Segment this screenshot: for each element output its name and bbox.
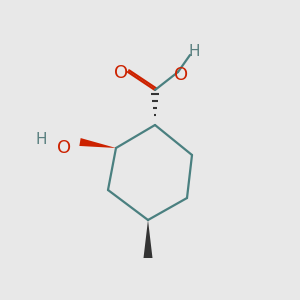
Polygon shape	[79, 138, 116, 148]
Text: O: O	[114, 64, 128, 82]
Text: H: H	[35, 133, 47, 148]
Polygon shape	[143, 220, 152, 258]
Text: O: O	[57, 139, 71, 157]
Text: H: H	[188, 44, 200, 59]
Text: O: O	[174, 66, 188, 84]
